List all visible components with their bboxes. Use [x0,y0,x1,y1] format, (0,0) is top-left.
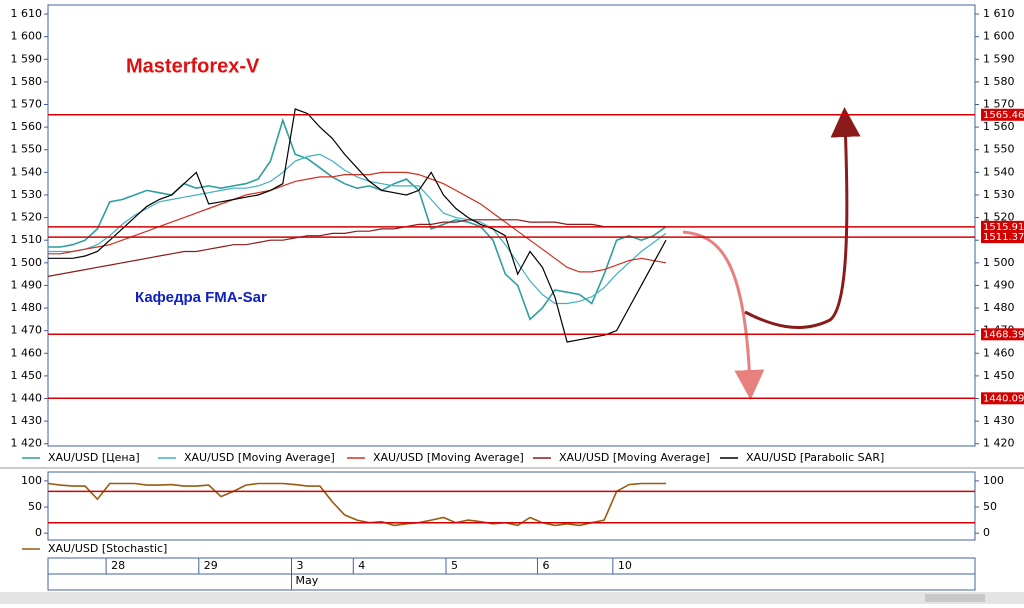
y-tick-label: 1 440 [11,392,43,405]
annotation: Masterforex-V [126,55,260,77]
y-tick-label: 1 560 [11,120,43,133]
y-tick-label-right: 1 600 [983,30,1015,43]
y-tick-label-right: 1 560 [983,120,1015,133]
y-tick-label-right: 1 610 [983,7,1015,20]
x-tick-label: 5 [451,559,458,572]
y-tick-label: 1 590 [11,52,43,65]
y-tick-label: 1 470 [11,324,43,337]
y-tick-label-right: 1 590 [983,52,1015,65]
y-tick-label: 1 500 [11,256,43,269]
y-tick-label: 1 580 [11,75,43,88]
y-tick-label: 0 [35,526,42,539]
annotation: Кафедра FMA-Sar [135,289,267,306]
y-tick-label: 100 [21,474,42,487]
y-tick-label-right: 100 [983,474,1004,487]
x-tick-label: 10 [618,559,632,572]
y-tick-label: 1 460 [11,346,43,359]
y-tick-label-right: 1 580 [983,75,1015,88]
x-tick-label: 29 [204,559,218,572]
y-tick-label: 1 610 [11,7,43,20]
legend-label: XAU/USD [Parabolic SAR] [746,451,884,464]
legend-label: XAU/USD [Stochastic] [48,542,167,555]
month-label: May [295,574,318,587]
x-tick-label: 4 [358,559,365,572]
y-tick-label: 1 450 [11,369,43,382]
y-tick-label: 1 480 [11,301,43,314]
y-tick-label: 1 540 [11,165,43,178]
y-tick-label-right: 0 [983,526,990,539]
y-tick-label-right: 1 500 [983,256,1015,269]
y-tick-label-right: 1 530 [983,188,1015,201]
y-tick-label: 1 490 [11,278,43,291]
legend-label: XAU/USD [Moving Average] [559,451,710,464]
y-tick-label: 1 530 [11,188,43,201]
y-tick-label: 1 420 [11,437,43,450]
x-tick-label: 28 [111,559,125,572]
y-tick-label: 1 550 [11,143,43,156]
y-tick-label: 1 430 [11,414,43,427]
y-tick-label-right: 50 [983,500,997,513]
level-label: 1468.39 [983,329,1024,340]
y-tick-label-right: 1 570 [983,98,1015,111]
legend-label: XAU/USD [Moving Average] [373,451,524,464]
x-tick-label: 6 [542,559,549,572]
level-label: 1565.46 [983,110,1024,121]
y-tick-label: 1 600 [11,30,43,43]
legend-label: XAU/USD [Цена] [48,451,140,464]
y-tick-label-right: 1 460 [983,346,1015,359]
y-tick-label: 1 520 [11,211,43,224]
level-label: 1440.09 [983,393,1024,404]
y-tick-label-right: 1 480 [983,301,1015,314]
y-tick-label-right: 1 540 [983,165,1015,178]
scrollbar-thumb[interactable] [925,594,985,602]
y-tick-label-right: 1 490 [983,278,1015,291]
y-tick-label: 1 510 [11,233,43,246]
legend-label: XAU/USD [Moving Average] [184,451,335,464]
y-tick-label-right: 1 550 [983,143,1015,156]
x-tick-label: 3 [296,559,303,572]
y-tick-label-right: 1 430 [983,414,1015,427]
y-tick-label-right: 1 420 [983,437,1015,450]
y-tick-label: 50 [28,500,42,513]
y-tick-label: 1 570 [11,98,43,111]
y-tick-label-right: 1 450 [983,369,1015,382]
level-label: 1511.37 [983,232,1024,243]
scrollbar[interactable] [0,592,1024,604]
